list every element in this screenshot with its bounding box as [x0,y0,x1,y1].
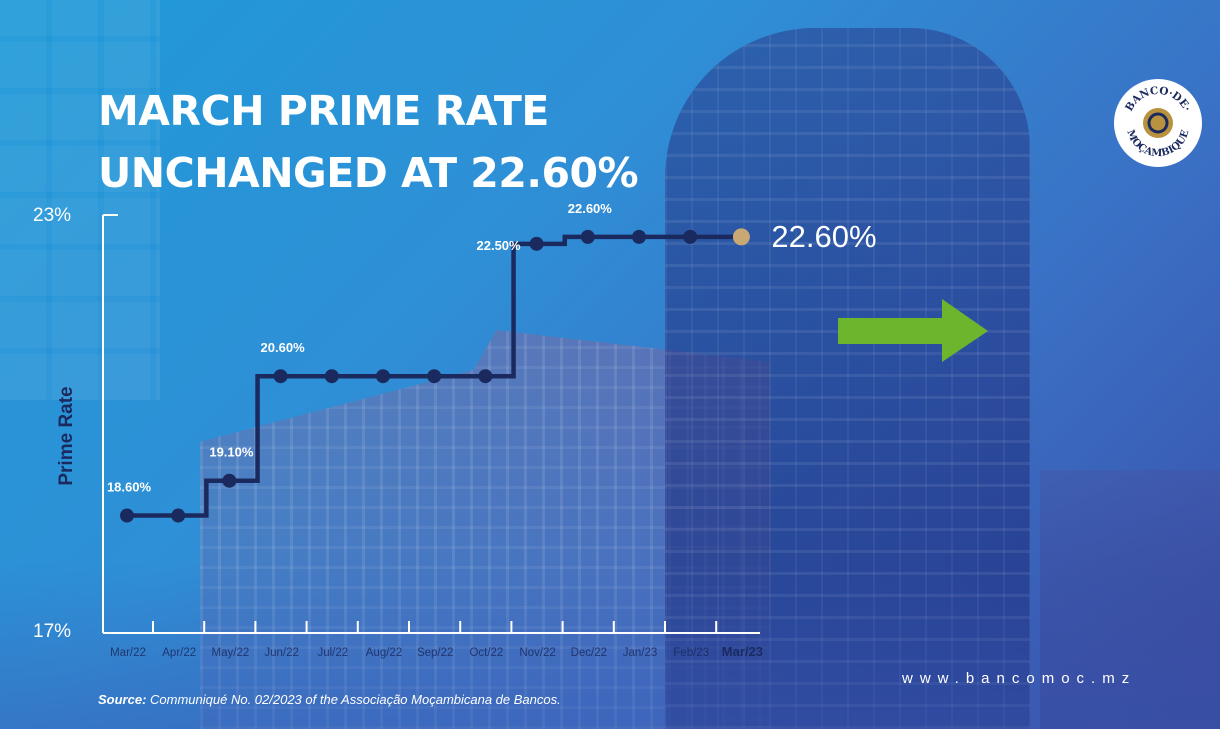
x-tick-label: Aug/22 [366,647,402,659]
x-tick-label: Mar/23 [722,644,763,659]
x-tick-label: Apr/22 [162,647,196,659]
data-point [376,369,390,384]
x-tick-label: Jan/23 [623,647,658,659]
data-point [273,369,288,384]
page-title: MARCH PRIME RATE UNCHANGED AT 22.60% [98,80,639,204]
x-tick-label: Jul/22 [317,647,348,659]
data-point [120,508,134,523]
logo-emblem [1143,108,1173,138]
bank-logo: BANCO·DE· MOÇAMBIQUE [1114,79,1202,167]
x-tick-label: Nov/22 [519,647,555,659]
logo-emblem-ring [1147,112,1169,134]
highlight-point [732,228,750,246]
data-label: 20.60% [261,340,306,355]
x-tick-label: Feb/23 [673,647,709,659]
data-point [171,508,186,523]
data-label: 18.60% [107,480,152,495]
chart-axes: 23% 17% Prime Rate Mar/22 Apr/22 May/22 Jun/22… [33,205,763,659]
source-label: Source: [98,692,147,707]
x-tick-label: Mar/22 [110,647,146,659]
source-text: Communiqué No. 02/2023 of the Associação… [150,692,561,707]
chart-series [120,228,750,523]
background-haze [0,560,1220,729]
y-tick-label-bottom: 17% [33,621,71,642]
data-point [427,369,442,384]
current-rate-label: 22.60% [771,219,876,254]
x-tick-label: Dec/22 [571,647,607,659]
data-point [222,473,237,488]
data-point [580,229,595,244]
chart-labels: 18.60% 19.10% 20.60% 22.50% 22.60% 22.60% [107,201,988,495]
website-url: www.bancomoc.mz [902,670,1137,687]
data-label: 22.60% [568,201,613,216]
source-note: Source: Communiqué No. 02/2023 of the As… [98,692,561,707]
title-line-1: MARCH PRIME RATE [98,87,549,135]
data-point [324,369,339,384]
x-tick-label: May/22 [212,647,250,659]
x-tick-label: Sep/22 [417,647,453,659]
background-tiles [0,0,160,400]
data-point [478,369,493,384]
title-line-2: UNCHANGED AT 22.60% [98,149,639,197]
data-label: 22.50% [477,238,522,253]
x-tick-label: Jun/22 [264,647,299,659]
unchanged-arrow-icon [838,299,988,362]
data-point [683,229,698,244]
background-tower [665,28,1030,729]
y-tick-label-top: 23% [33,205,71,226]
x-tick-label: Oct/22 [469,647,503,659]
data-point [529,236,544,251]
background-building-right [1040,470,1220,729]
y-axis-label: Prime Rate [56,386,77,485]
data-point [632,229,646,244]
data-label: 19.10% [209,445,254,460]
